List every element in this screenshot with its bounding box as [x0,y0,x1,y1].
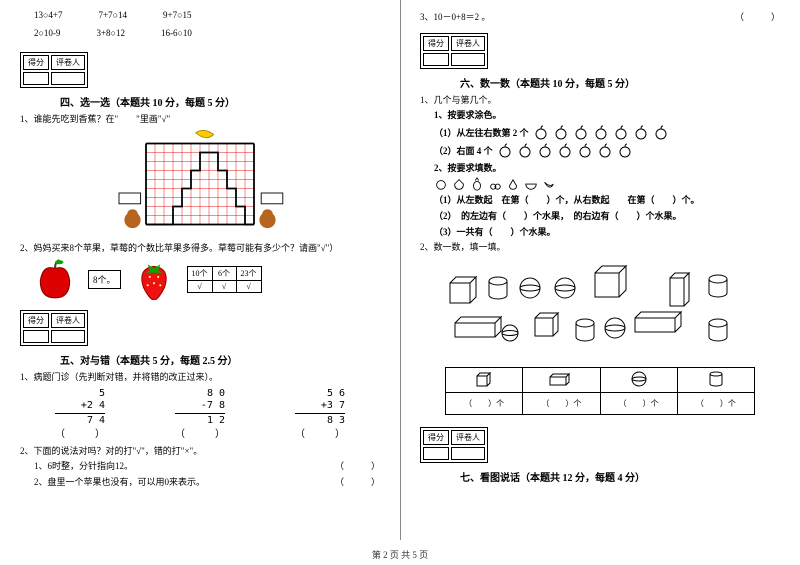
s6-q2: 2、数一数，填一填。 [420,241,780,254]
s6-b1: （1）从左数起 在第（ ）个，从右数起 在第（ ）个。 [434,194,780,207]
fruit-row: 8个。 10个6个23个 √√√ [34,258,366,300]
top-q3: 3、10－0+8＝2 。（ ） [420,11,780,24]
apple-count-box: 8个。 [88,270,121,289]
score-box-s6: 得分评卷人 [420,33,488,69]
shape-count-table: （ ）个 （ ）个 （ ）个 （ ）个 [445,367,755,415]
s5-q2a: 1、6时整，分针指向12。（ ） [34,460,380,473]
equations-row: 5+2 47 4（ ） 8 0-7 81 2（ ） 5 6+3 78 3（ ） [20,388,380,441]
s6-q1b: 2、按要求填数。 [434,162,780,175]
page-footer: 第 2 页 共 5 页 [0,548,800,561]
maze-figure [110,130,290,238]
section-7-title: 七、看图说话（本题共 12 分，每题 4 分） [460,469,780,484]
s5-q2b: 2、盘里一个苹果也没有，可以用0来表示。（ ） [34,476,380,489]
section-5-title: 五、对与错（本题共 5 分，每题 2.5 分） [60,352,380,367]
color-row-2: （2）右面 4 个 [434,143,766,159]
column-divider [400,0,401,540]
apple-icon [34,258,76,300]
comparison-row-2: 2○10-9 3+8○12 16-6○10 [34,28,380,38]
shapes-figure [440,263,750,353]
banana-tiny-icon [542,177,556,191]
s5-q1: 1、病题门诊（先判断对错，并将错的改正过来）。 [20,371,380,384]
section-4-title: 四、选一选（本题共 10 分，每题 5 分） [60,94,380,109]
comparison-row-1: 13○4+7 7+7○14 9+7○15 [34,10,380,20]
score-box-s7: 得分评卷人 [420,427,488,463]
section-6-title: 六、数一数（本题共 10 分，每题 5 分） [460,75,780,90]
s6-q1a: 1、按要求涂色。 [434,109,780,122]
apple-outline-icon [533,125,549,141]
s6-b2: （2） 的左边有（ ）个水果， 的右边有（ ）个水果。 [434,210,780,223]
score-box-s5: 得分评卷人 [20,310,88,346]
s5-q2: 2、下面的说法对吗？对的打"√"，错的打"×"。 [20,445,380,458]
s4-q2: 2、妈妈买来8个苹果，草莓的个数比苹果多得多。草莓可能有多少个？请画"√"） [20,242,380,255]
color-row-1: （1）从左往右数第 2 个 [434,125,766,141]
strawberry-icon [133,258,175,300]
strawberry-tiny-icon [452,177,466,191]
score-box-s4: 得分评卷人 [20,52,88,88]
cherry-icon [488,177,502,191]
s6-q1: 1、几个与第几个。 [420,94,780,107]
peach-icon [434,177,448,191]
strawberry-options: 10个6个23个 √√√ [187,266,262,293]
pear-icon [506,177,520,191]
fruit-sequence [434,177,766,191]
watermelon-icon [524,177,538,191]
s4-q1: 1、谁能先吃到香蕉？在" "里画"√" [20,113,380,126]
s6-b3: （3）一共有（ ）个水果。 [434,226,780,239]
pineapple-icon [470,177,484,191]
